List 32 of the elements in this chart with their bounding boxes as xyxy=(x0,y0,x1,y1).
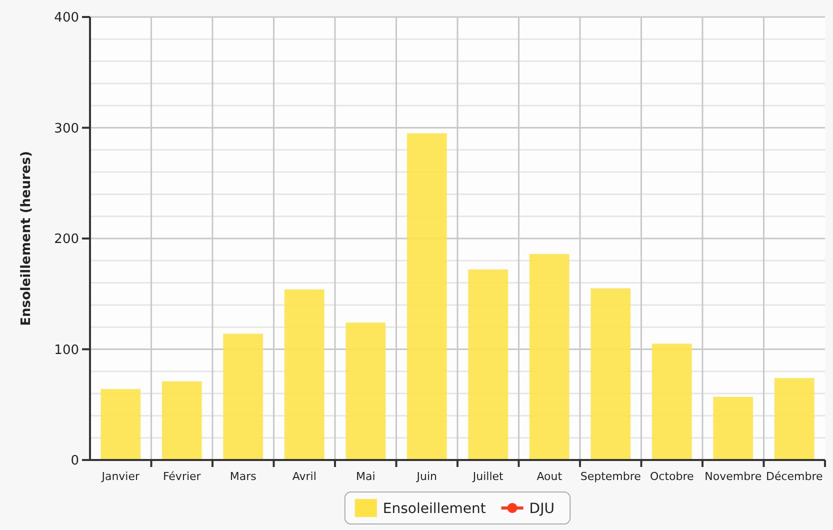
legend-label: DJU xyxy=(529,500,554,517)
x-tick-label: Juillet xyxy=(472,470,504,483)
bar xyxy=(284,289,324,460)
y-tick-label: 100 xyxy=(54,342,79,358)
x-tick-label: Novembre xyxy=(704,470,762,483)
bar xyxy=(590,288,631,460)
x-tick-label: Janvier xyxy=(100,470,140,483)
x-tick-label: Février xyxy=(162,470,202,483)
y-axis-title: Ensoleillement (heures) xyxy=(19,151,34,326)
x-tick-label: Juin xyxy=(416,470,438,483)
x-tick-label: Octobre xyxy=(650,470,694,483)
bar xyxy=(406,133,447,460)
y-tick-label: 200 xyxy=(54,232,79,248)
x-tick-label: Décembre xyxy=(766,470,823,483)
legend-label: Ensoleillement xyxy=(382,500,486,517)
y-tick-label: 400 xyxy=(54,10,79,26)
x-tick-label: Mars xyxy=(230,470,257,483)
bar xyxy=(346,322,386,460)
y-tick-label: 300 xyxy=(54,121,79,136)
bar xyxy=(652,344,692,460)
bar xyxy=(529,254,570,460)
bar xyxy=(162,381,202,460)
x-tick-label: Septembre xyxy=(580,470,642,483)
bar xyxy=(223,334,264,460)
bar xyxy=(468,270,508,460)
x-tick-label: Mai xyxy=(356,470,376,483)
x-tick-label: Aout xyxy=(536,470,563,483)
y-tick-label: 0 xyxy=(70,454,79,469)
bar xyxy=(100,389,141,460)
x-tick-label: Avril xyxy=(292,470,316,483)
bar xyxy=(774,378,814,460)
bar xyxy=(713,396,754,460)
